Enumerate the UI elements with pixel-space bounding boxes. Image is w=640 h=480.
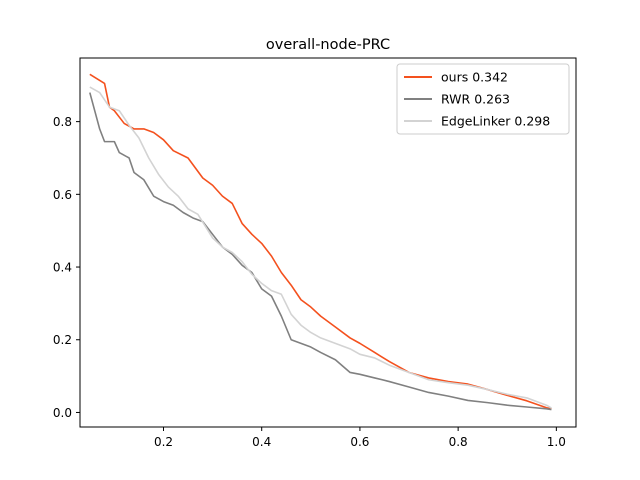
plot-area-frame xyxy=(79,57,577,428)
y-tick-label: 0.6 xyxy=(53,188,72,202)
legend-label-2: EdgeLinker 0.298 xyxy=(441,114,550,129)
x-tick-label: 1.0 xyxy=(547,435,566,449)
y-tick-label: 0.0 xyxy=(53,406,72,420)
chart-title: overall-node-PRC xyxy=(266,37,390,53)
y-axis: 0.0 0.2 0.4 0.6 0.8 xyxy=(53,115,80,420)
series-line-1 xyxy=(89,92,552,411)
y-tick-label: 0.8 xyxy=(53,115,72,129)
x-tick-label: 0.8 xyxy=(449,435,468,449)
x-tick-label: 0.4 xyxy=(252,435,271,449)
series-layer xyxy=(89,73,552,411)
legend-label-1: RWR 0.263 xyxy=(441,92,510,107)
legend-box xyxy=(396,63,570,135)
x-axis: 0.2 0.4 0.6 0.8 1.0 xyxy=(154,427,566,449)
series-line-0 xyxy=(89,73,552,410)
x-tick-label: 0.6 xyxy=(350,435,369,449)
x-tick-label: 0.2 xyxy=(154,435,173,449)
y-tick-label: 0.4 xyxy=(53,261,72,275)
y-tick-label: 0.2 xyxy=(53,333,72,347)
legend-label-0: ours 0.342 xyxy=(441,70,508,85)
series-line-2 xyxy=(89,86,552,409)
legend: ours 0.342 RWR 0.263 EdgeLinker 0.298 xyxy=(396,63,570,135)
